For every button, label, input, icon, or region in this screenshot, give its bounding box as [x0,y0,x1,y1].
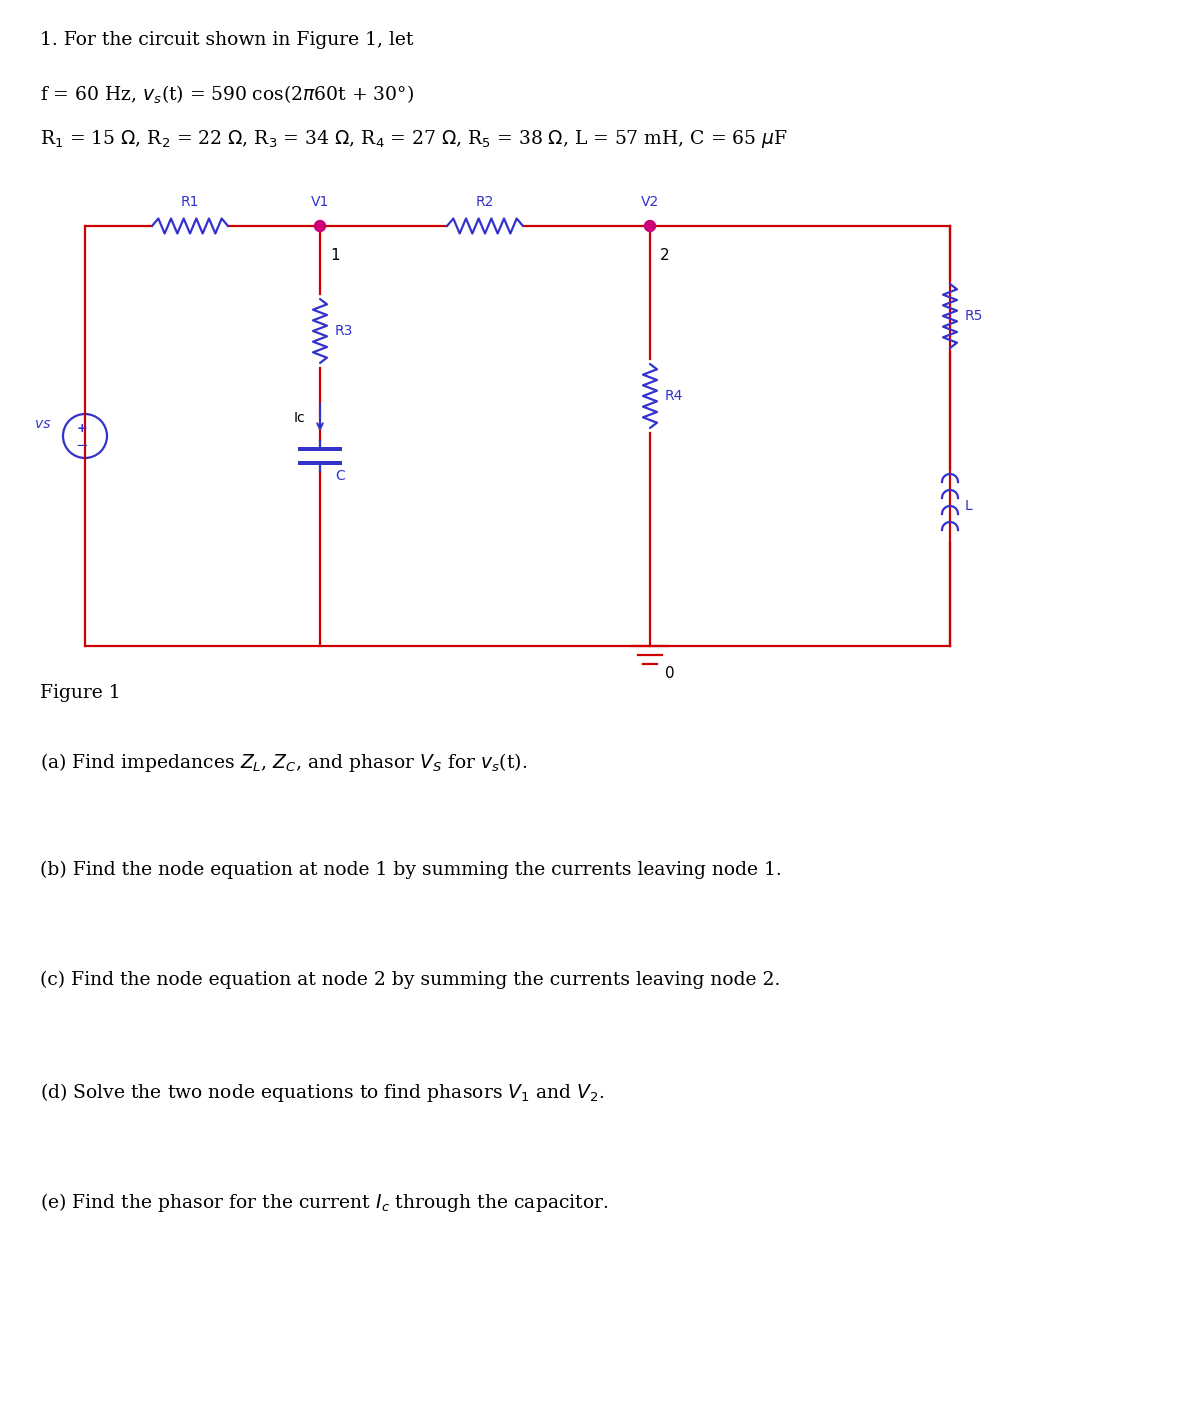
Text: +: + [77,422,88,434]
Text: Ic: Ic [293,411,305,425]
Text: R4: R4 [665,389,683,404]
Text: R$_1$ = 15 $\Omega$, R$_2$ = 22 $\Omega$, R$_3$ = 34 $\Omega$, R$_4$ = 27 $\Omeg: R$_1$ = 15 $\Omega$, R$_2$ = 22 $\Omega$… [40,128,787,150]
Text: −: − [76,437,89,453]
Text: R5: R5 [965,309,983,323]
Text: V1: V1 [311,195,329,209]
Text: f = 60 Hz, $v_s$(t) = 590 cos(2$\pi$60t + 30°): f = 60 Hz, $v_s$(t) = 590 cos(2$\pi$60t … [40,84,414,107]
Text: 1: 1 [330,247,340,263]
Text: R2: R2 [476,195,494,209]
Text: (d) Solve the two node equations to find phasors $V_1$ and $V_2$.: (d) Solve the two node equations to find… [40,1081,605,1104]
Text: (b) Find the node equation at node 1 by summing the currents leaving node 1.: (b) Find the node equation at node 1 by … [40,860,781,879]
Text: 2: 2 [660,247,670,263]
Text: Figure 1: Figure 1 [40,683,121,702]
Text: (c) Find the node equation at node 2 by summing the currents leaving node 2.: (c) Find the node equation at node 2 by … [40,972,780,990]
Text: 0: 0 [665,666,674,681]
Text: L: L [965,499,973,513]
Text: C: C [335,470,344,484]
Text: vs: vs [35,418,50,432]
Text: R1: R1 [181,195,199,209]
Text: (a) Find impedances $Z_L$, $Z_C$, and phasor $V_S$ for $v_s$(t).: (a) Find impedances $Z_L$, $Z_C$, and ph… [40,751,527,773]
Text: 1. For the circuit shown in Figure 1, let: 1. For the circuit shown in Figure 1, le… [40,31,413,49]
Circle shape [644,221,655,232]
Text: R3: R3 [335,323,353,337]
Text: V2: V2 [641,195,659,209]
Circle shape [314,221,325,232]
Text: (e) Find the phasor for the current $I_c$ through the capacitor.: (e) Find the phasor for the current $I_c… [40,1191,608,1213]
